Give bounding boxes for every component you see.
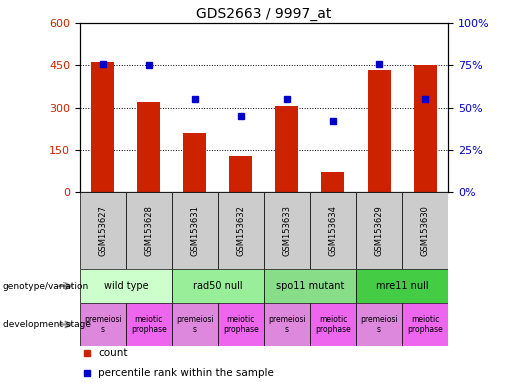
Bar (218, 303, 264, 346)
Text: meiotic
prophase: meiotic prophase (131, 315, 167, 334)
Text: genotype/variation: genotype/variation (3, 281, 89, 291)
Bar (172, 269, 264, 303)
Bar (264, 192, 310, 269)
Text: rad50 null: rad50 null (193, 281, 243, 291)
Text: development stage: development stage (3, 320, 91, 329)
Text: GSM153627: GSM153627 (98, 205, 107, 256)
Text: GSM153628: GSM153628 (144, 205, 153, 256)
Bar (276, 106, 299, 192)
Bar (356, 269, 448, 303)
Bar (183, 133, 207, 192)
Bar (126, 303, 172, 346)
Bar (80, 269, 172, 303)
Bar (402, 303, 448, 346)
Text: GSM153630: GSM153630 (421, 205, 430, 256)
Text: premeiosi
s: premeiosi s (84, 315, 122, 334)
Bar (310, 303, 356, 346)
Text: GSM153634: GSM153634 (329, 205, 337, 256)
Text: meiotic
prophase: meiotic prophase (223, 315, 259, 334)
Text: spo11 mutant: spo11 mutant (276, 281, 344, 291)
Text: GSM153629: GSM153629 (374, 205, 384, 256)
Bar (414, 65, 437, 192)
Bar (91, 62, 114, 192)
Bar (264, 269, 356, 303)
Bar (80, 303, 126, 346)
Text: GSM153631: GSM153631 (191, 205, 199, 256)
Bar (172, 192, 218, 269)
Text: GSM153632: GSM153632 (236, 205, 246, 256)
Title: GDS2663 / 9997_at: GDS2663 / 9997_at (196, 7, 332, 21)
Bar (356, 303, 402, 346)
Bar (368, 70, 390, 192)
Bar (229, 156, 252, 192)
Text: meiotic
prophase: meiotic prophase (407, 315, 443, 334)
Bar (218, 192, 264, 269)
Bar (321, 172, 345, 192)
Text: premeiosi
s: premeiosi s (268, 315, 306, 334)
Bar (310, 192, 356, 269)
Text: mre11 null: mre11 null (376, 281, 428, 291)
Text: count: count (98, 348, 128, 358)
Text: wild type: wild type (104, 281, 148, 291)
Text: percentile rank within the sample: percentile rank within the sample (98, 367, 274, 377)
Text: premeiosi
s: premeiosi s (176, 315, 214, 334)
Bar (172, 303, 218, 346)
Bar (138, 103, 160, 192)
Bar (356, 192, 402, 269)
Bar (264, 303, 310, 346)
Text: GSM153633: GSM153633 (282, 205, 291, 256)
Text: premeiosi
s: premeiosi s (360, 315, 398, 334)
Bar (126, 192, 172, 269)
Bar (80, 192, 126, 269)
Bar (402, 192, 448, 269)
Text: meiotic
prophase: meiotic prophase (315, 315, 351, 334)
